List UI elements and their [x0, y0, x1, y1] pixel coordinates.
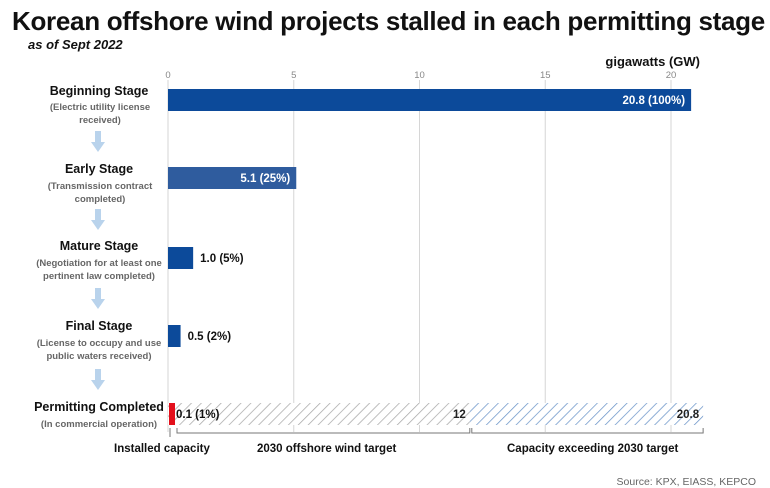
bar-value-label: 5.1 (25%) — [240, 173, 290, 185]
bar-4 — [169, 403, 175, 425]
bar-value-label: 0.1 (1%) — [176, 409, 220, 421]
x-tick-label: 10 — [414, 70, 425, 81]
down-arrow-icon — [91, 288, 105, 309]
exceeding-target-label: Capacity exceeding 2030 target — [507, 443, 679, 455]
target-bracket — [176, 428, 471, 434]
exceeding-target-band — [469, 403, 704, 425]
total-value-label: 20.8 — [677, 409, 700, 421]
target-2030-band — [168, 403, 470, 425]
bar-value-label: 0.5 (2%) — [188, 331, 232, 343]
stage-name-mature: Mature Stage — [59, 239, 139, 253]
stage-desc-completed: (In commercial operation) — [40, 419, 158, 430]
chart-title: Korean offshore wind projects stalled in… — [12, 6, 765, 36]
bar-value-label: 20.8 (100%) — [622, 95, 685, 107]
stage-desc-beginning: (Electric utility license received) — [49, 102, 151, 126]
bar-0 — [168, 89, 692, 111]
axis-unit-label: gigawatts (GW) — [605, 54, 700, 69]
x-tick-label: 15 — [540, 70, 551, 81]
bar-3 — [168, 325, 181, 347]
x-tick-label: 20 — [666, 70, 677, 81]
stage-name-early: Early Stage — [64, 162, 134, 176]
bar-value-label: 1.0 (5%) — [200, 253, 244, 265]
target-value-label: 12 — [453, 409, 466, 421]
down-arrow-icon — [91, 209, 105, 230]
installed-capacity-label: Installed capacity — [114, 443, 210, 455]
x-tick-label: 5 — [291, 70, 296, 81]
stage-desc-mature: (Negotiation for at least one pertinent … — [36, 258, 162, 282]
stage-desc-final: (License to occupy and use public waters… — [36, 338, 162, 362]
x-tick-label: 0 — [165, 70, 170, 81]
stage-name-completed: Permitting Completed — [34, 400, 164, 414]
bar-1 — [168, 167, 297, 189]
stage-name-final: Final Stage — [65, 319, 133, 333]
down-arrow-icon — [91, 131, 105, 152]
target-2030-label: 2030 offshore wind target — [257, 443, 397, 455]
down-arrow-icon — [91, 369, 105, 390]
stage-name-beginning: Beginning Stage — [49, 84, 149, 98]
stage-desc-early: (Transmission contract completed) — [47, 181, 153, 205]
chart-subtitle: as of Sept 2022 — [28, 37, 123, 52]
bar-2 — [168, 247, 194, 269]
source-note: Source: KPX, EIASS, KEPCO — [616, 476, 756, 488]
exceeding-bracket — [471, 428, 704, 434]
